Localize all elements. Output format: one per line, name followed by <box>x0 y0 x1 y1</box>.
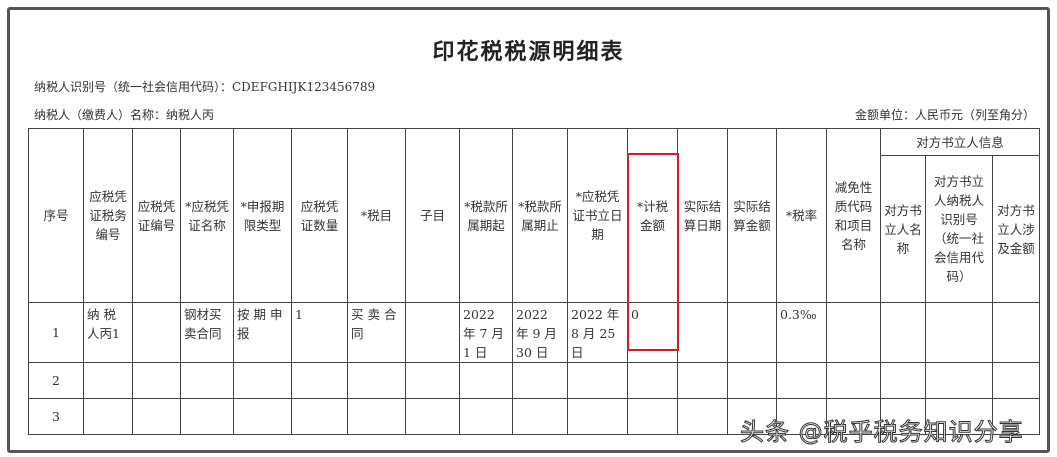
column-header: *申报期限类型 <box>233 128 292 303</box>
column-header: *税率 <box>776 128 827 303</box>
column-header: *税款所属期起 <box>459 128 513 303</box>
table-cell: 2 <box>28 362 84 399</box>
document-title: 印花税税源明细表 <box>432 40 625 65</box>
column-header: 应税凭证税务编号 <box>83 128 133 303</box>
column-header: *税款所属期止 <box>512 128 568 303</box>
table-cell <box>925 362 993 399</box>
table-cell <box>826 362 881 399</box>
table-cell <box>727 302 777 363</box>
table-cell <box>925 302 993 363</box>
table-cell <box>677 302 728 363</box>
table-cell <box>347 362 406 399</box>
table-cell: 按 期 申 报 <box>233 302 292 363</box>
table-cell <box>727 362 777 399</box>
watermark: 头条 @税乎税务知识分享 <box>740 418 1024 447</box>
table-cell <box>291 362 348 399</box>
table-cell: 1 <box>28 302 84 363</box>
highlight-box <box>627 153 679 351</box>
column-header: *税目 <box>347 128 406 303</box>
table-cell: 1 <box>291 302 348 363</box>
table-cell <box>512 362 568 399</box>
column-header: 实际结算金额 <box>727 128 777 303</box>
table-cell <box>132 302 181 363</box>
table-cell: 3 <box>28 398 84 435</box>
table-cell <box>180 398 234 435</box>
amount-unit: 金额单位：人民币元（列至角分） <box>854 108 1035 122</box>
table-cell <box>132 362 181 399</box>
table-cell <box>826 302 881 363</box>
table-cell: 0.3‰ <box>776 302 827 363</box>
document-frame <box>7 7 1050 453</box>
table-cell: 买 卖 合 同 <box>347 302 406 363</box>
table-cell <box>233 398 292 435</box>
column-header: 应税凭证数量 <box>291 128 348 303</box>
table-cell <box>826 398 881 435</box>
table-cell <box>132 398 181 435</box>
column-header: 应税凭证编号 <box>132 128 181 303</box>
table-cell <box>347 398 406 435</box>
taxpayer-name: 纳税人（缴费人）名称：纳税人丙 <box>34 108 215 122</box>
table-cell <box>83 362 133 399</box>
column-header: 对方书立人纳税人识别号（统一社会信用代码） <box>925 155 993 303</box>
table-cell <box>776 362 827 399</box>
table-cell <box>83 398 133 435</box>
table-cell: 2022 年 9 月 30 日 <box>512 302 568 363</box>
table-row: 3 <box>28 398 1041 435</box>
column-header: 对方书立人涉及金额 <box>991 155 1041 303</box>
table-cell <box>567 362 628 399</box>
taxpayer-id: 纳税人识别号（统一社会信用代码）：CDEFGHIJK123456789 <box>34 80 376 94</box>
table-cell <box>180 362 234 399</box>
column-header: 对方书立人名称 <box>880 155 926 303</box>
column-header: *应税凭证书立日期 <box>567 128 628 303</box>
table-cell <box>991 398 1041 435</box>
table-cell <box>925 398 993 435</box>
group-header: 对方书立人信息 <box>879 128 1041 156</box>
table-cell <box>880 362 926 399</box>
table-cell <box>459 362 513 399</box>
table-cell <box>677 362 728 399</box>
table-row: 2 <box>28 362 1041 399</box>
table-cell <box>233 362 292 399</box>
table-cell <box>627 362 678 399</box>
table-cell <box>405 398 460 435</box>
table-cell <box>459 398 513 435</box>
table-cell <box>991 302 1041 363</box>
tax-source-table: 序号 应税凭证税务编号 应税凭证编号 *应税凭证名称 *申报期限类型 应税凭证数量 *税目子… <box>28 128 1041 435</box>
table-cell <box>677 398 728 435</box>
table-cell <box>727 398 777 435</box>
column-header: 减免性质代码和项目名称 <box>826 128 881 303</box>
column-header: 子目 <box>405 128 460 303</box>
column-header: 序号 <box>28 128 84 303</box>
table-cell: 纳 税 人丙1 <box>83 302 133 363</box>
column-header: *应税凭证名称 <box>180 128 234 303</box>
table-cell <box>880 302 926 363</box>
table-cell <box>405 362 460 399</box>
table-cell <box>512 398 568 435</box>
column-header: 实际结算日期 <box>677 128 728 303</box>
table-cell: 2022 年 8 月 25 日 <box>567 302 628 363</box>
table-cell <box>291 398 348 435</box>
table-cell: 2022 年 7 月 1 日 <box>459 302 513 363</box>
table-cell <box>776 398 827 435</box>
table-cell <box>991 362 1041 399</box>
table-cell <box>567 398 628 435</box>
table-cell <box>405 302 460 363</box>
table-cell: 钢材买卖合同 <box>180 302 234 363</box>
table-cell <box>627 398 678 435</box>
